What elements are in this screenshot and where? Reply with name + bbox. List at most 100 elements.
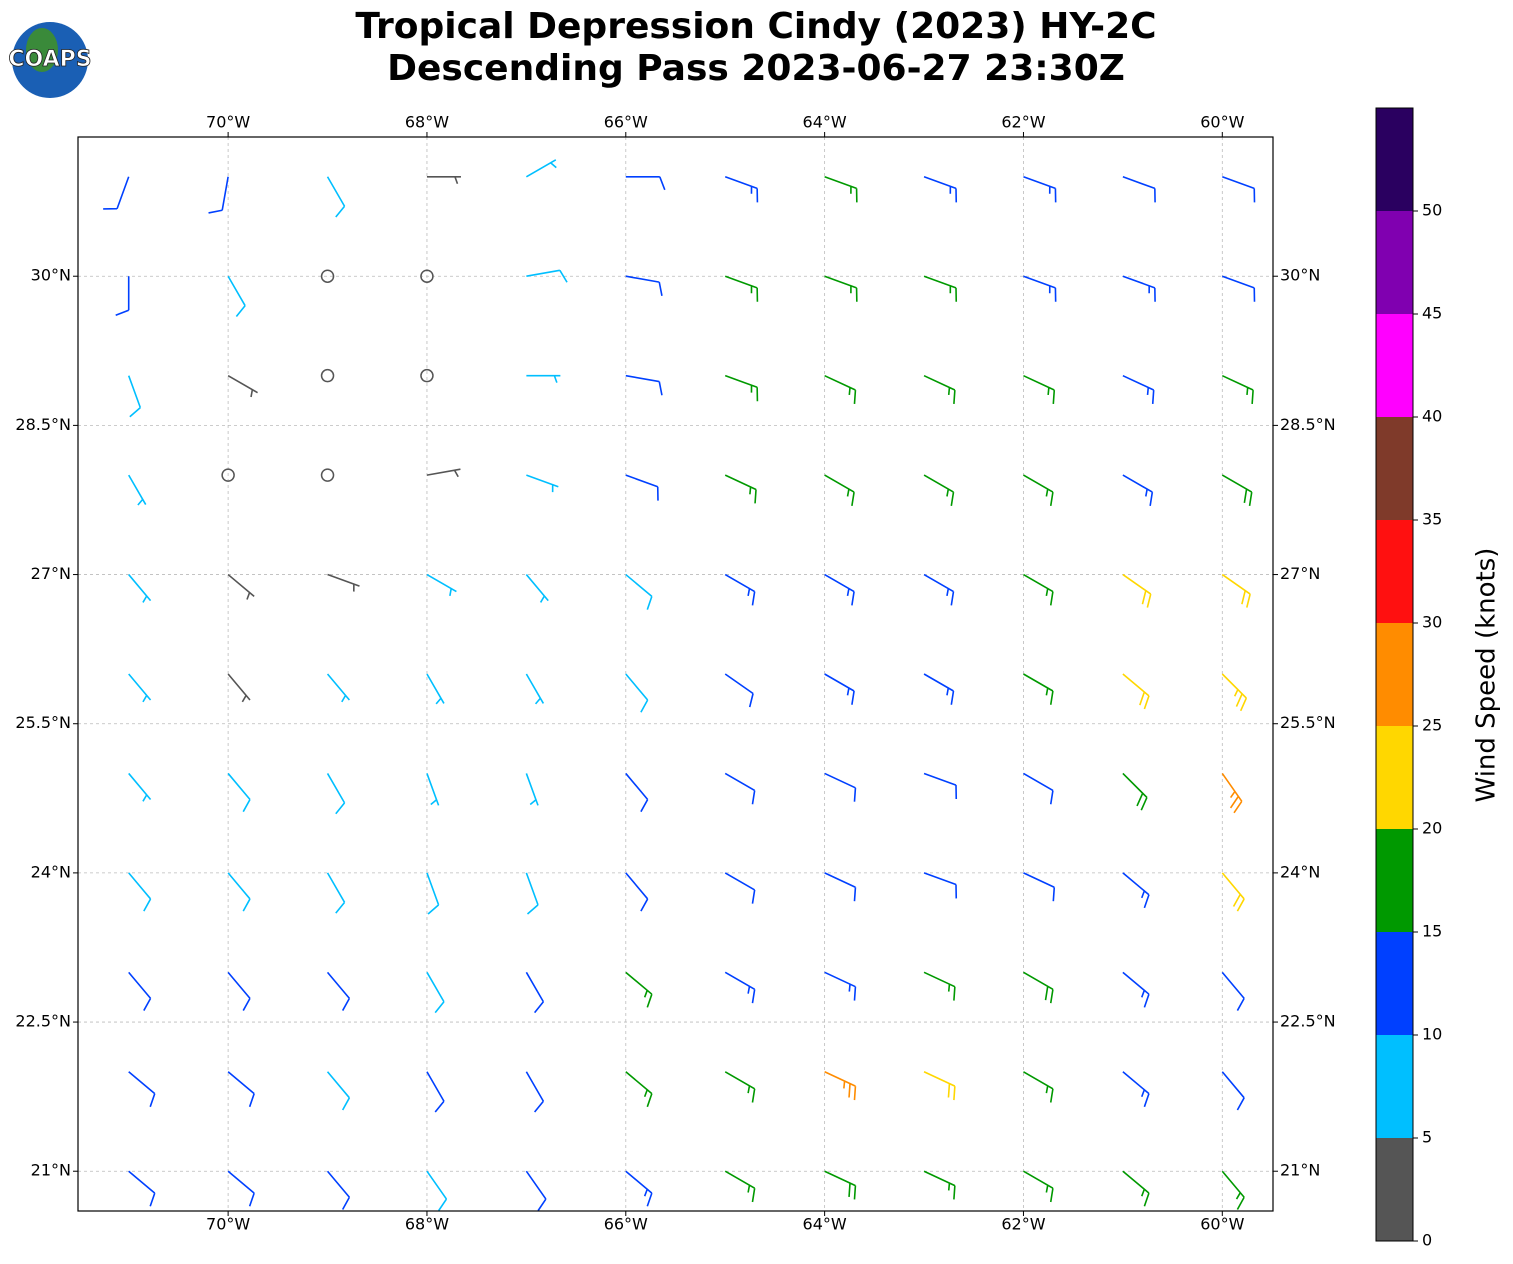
y-tick-label: 25.5°N [15, 713, 71, 732]
colorbar-tick-label: 50 [1422, 201, 1442, 220]
calm-marker [420, 269, 434, 283]
wind-barb [128, 1071, 156, 1108]
x-tick-label: 64°W [803, 1215, 847, 1234]
wind-barb [824, 374, 857, 404]
wind-barb [526, 269, 568, 283]
wind-barb [724, 1170, 756, 1203]
wind-barb [625, 971, 653, 1008]
wind-barb [426, 773, 440, 806]
wind-barb [724, 474, 757, 504]
x-tick-label: 68°W [405, 1215, 449, 1234]
wind-barb [1023, 374, 1056, 404]
wind-barb [923, 1071, 956, 1101]
colorbar-tick-label: 25 [1422, 716, 1442, 735]
y-tick-label: 27°N [31, 564, 71, 583]
wind-barb [1023, 872, 1056, 902]
wind-barb [923, 1170, 956, 1200]
colorbar-bin [1376, 108, 1413, 211]
wind-barb [525, 159, 557, 178]
wind-barb [326, 971, 351, 1011]
wind-barb [227, 1071, 255, 1108]
wind-barb [1023, 275, 1057, 302]
wind-barb [128, 574, 152, 603]
wind-barb [128, 673, 152, 703]
wind-barb [1221, 872, 1245, 912]
wind-barb [426, 1170, 448, 1212]
colorbar-tick-label: 0 [1422, 1231, 1432, 1250]
wind-barb [526, 474, 559, 493]
colorbar: 0 5 10 15 20 25 30 35 40 45 50 [1375, 107, 1442, 1250]
wind-barb [1221, 474, 1253, 506]
wind-barb [824, 1170, 857, 1200]
colorbar-bin [1376, 932, 1413, 1035]
x-tick-label: 62°W [1001, 113, 1045, 132]
wind-barb [525, 872, 539, 915]
wind-barb [1023, 772, 1054, 805]
y-tick-label: 28.5°N [1280, 415, 1336, 434]
wind-barb [227, 374, 258, 398]
wind-barb [227, 1170, 255, 1207]
wind-barb [724, 872, 756, 904]
wind-barb [625, 872, 649, 912]
wind-barb [824, 474, 855, 506]
wind-barb [1221, 374, 1254, 404]
y-tick-label: 27°N [1280, 564, 1320, 583]
wind-barb [525, 1071, 545, 1113]
y-tick-label: 22.5°N [1280, 1012, 1336, 1031]
wind-barb [326, 1071, 351, 1111]
wind-barb [128, 1170, 156, 1207]
wind-barb [625, 374, 663, 396]
wind-barb [1122, 673, 1150, 710]
wind-barb [724, 673, 754, 708]
wind-barb [128, 772, 152, 802]
wind-barb [923, 673, 955, 705]
wind-barb [724, 374, 759, 402]
colorbar-tick-label: 5 [1422, 1128, 1432, 1147]
calm-marker [221, 468, 235, 482]
wind-barb [824, 1071, 857, 1101]
wind-barb [1221, 573, 1251, 608]
wind-barb [1122, 872, 1150, 909]
calm-marker [320, 269, 335, 283]
wind-barb [724, 176, 759, 203]
wind-barb [1222, 176, 1256, 203]
wind-barb [1023, 474, 1054, 506]
chart-title: Tropical Depression Cindy (2023) HY-2C [355, 6, 1156, 47]
wind-barb [426, 175, 461, 185]
y-tick-label: 21°N [31, 1161, 71, 1180]
colorbar-tick-label: 45 [1422, 304, 1442, 323]
wind-barb [824, 872, 857, 902]
wind-barb [625, 673, 649, 713]
y-tick-label: 28.5°N [15, 415, 71, 434]
y-tick-label: 22.5°N [15, 1012, 71, 1031]
wind-barb [1122, 772, 1148, 811]
wind-barb [724, 573, 756, 606]
wind-barb [1122, 1071, 1150, 1108]
wind-barb [1221, 673, 1248, 712]
wind-barb [1122, 374, 1155, 404]
y-tick-label: 24°N [31, 862, 71, 881]
colorbar-tick-label: 30 [1422, 613, 1442, 632]
wind-barb [824, 772, 857, 802]
wind-barb [227, 872, 251, 912]
wind-barb [326, 176, 346, 218]
wind-barb [128, 971, 152, 1011]
colorbar-bin [1376, 417, 1413, 520]
wind-barb [923, 374, 956, 404]
wind-barb [327, 573, 360, 592]
logo-land [26, 28, 58, 72]
colorbar-bin [1376, 211, 1413, 314]
x-tick-label: 60°W [1200, 113, 1244, 132]
wind-barb [1023, 1170, 1054, 1203]
map-frame [77, 136, 1274, 1212]
chart-subtitle: Descending Pass 2023-06-27 23:30Z [387, 48, 1125, 89]
colorbar-bin [1376, 726, 1413, 829]
colorbar-tick-label: 40 [1422, 407, 1442, 426]
wind-barb [1023, 176, 1057, 203]
y-tick-label: 21°N [1280, 1161, 1320, 1180]
wind-barb [1122, 971, 1150, 1008]
wind-barb [824, 573, 855, 606]
x-tick-label: 62°W [1001, 1215, 1045, 1234]
wind-barb [426, 872, 440, 915]
wind-barb [724, 275, 759, 302]
